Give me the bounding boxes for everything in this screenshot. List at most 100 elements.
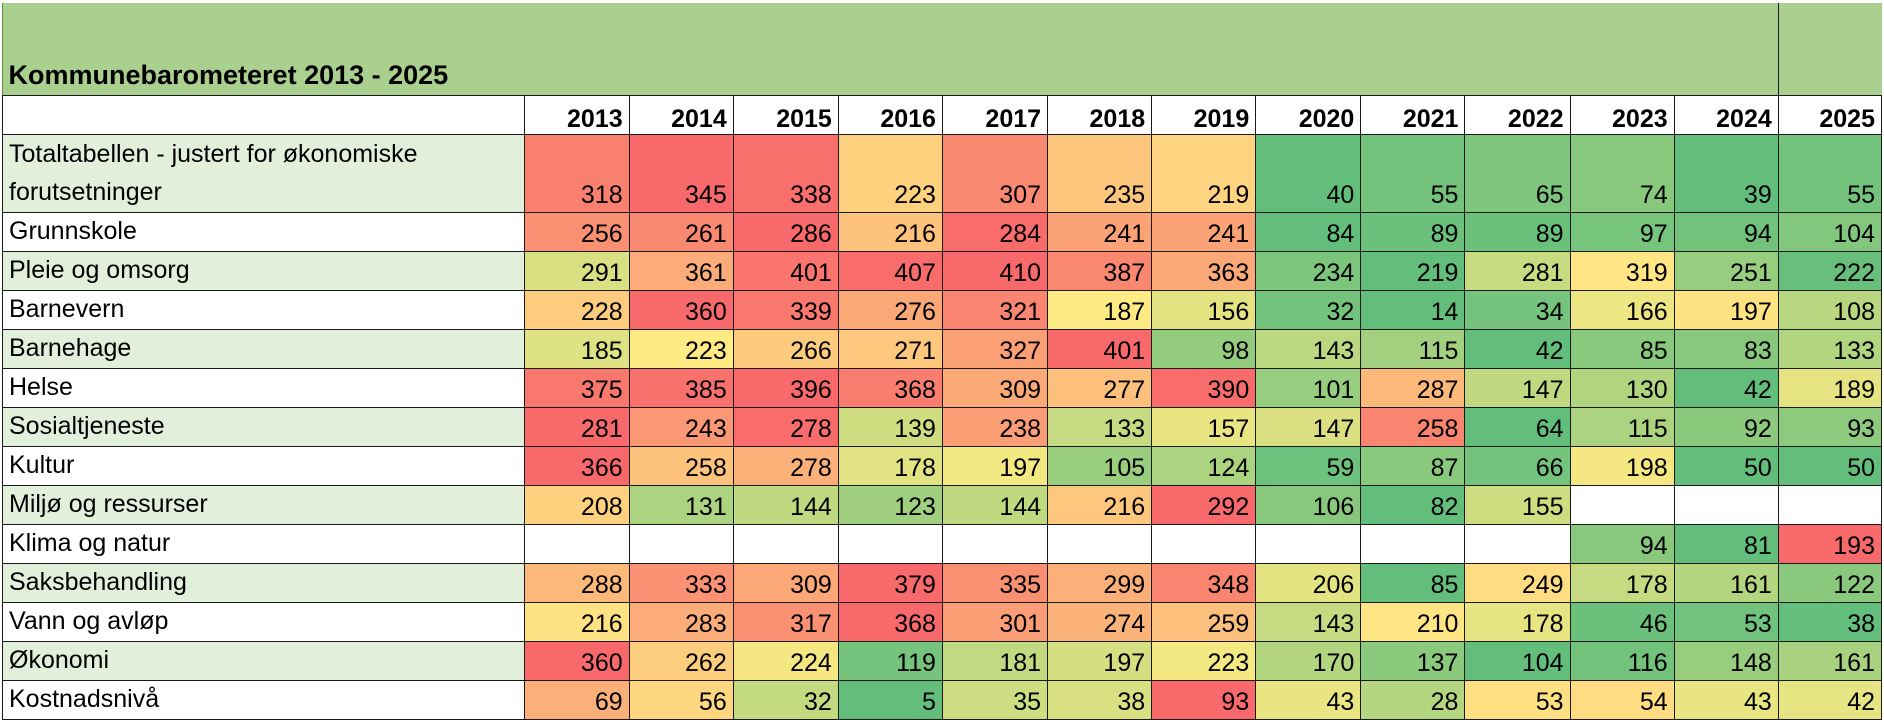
rank-cell: 335 [941, 562, 1049, 603]
rank-cell: 224 [732, 640, 839, 681]
corner-cell [2, 94, 525, 135]
ranking-table: Kommunebarometeret 2013 - 2025 2013 2014 2… [2, 3, 1883, 720]
rank-cell: 14 [1360, 289, 1466, 330]
rank-cell: 178 [1464, 601, 1571, 642]
rank-cell: 139 [837, 406, 943, 447]
table-row: Økonomi 360 262 224 119 181 197 223 170 137 104 116… [2, 640, 1883, 681]
rank-cell: 122 [1777, 562, 1883, 603]
rank-cell: 143 [1255, 328, 1362, 369]
table-row: Totaltabellen - justert for økonomiske f… [2, 133, 1883, 213]
title-tail-cell [1777, 3, 1882, 96]
rank-cell: 143 [1255, 601, 1362, 642]
rank-cell: 360 [628, 289, 734, 330]
rank-cell: 93 [1777, 406, 1883, 447]
rank-cell: 55 [1360, 133, 1466, 213]
rank-cell: 147 [1464, 367, 1571, 408]
table-row: Helse 375 385 396 368 309 277 390 101 287 147 130 42… [2, 367, 1883, 408]
rank-cell [1151, 523, 1257, 564]
rank-cell: 66 [1464, 445, 1571, 486]
rank-cell: 284 [941, 211, 1049, 252]
rank-cell: 387 [1047, 250, 1153, 291]
row-label: Barnehage [2, 328, 525, 369]
rank-cell: 157 [1151, 406, 1257, 447]
rank-cell: 291 [523, 250, 630, 291]
rank-cell: 238 [941, 406, 1049, 447]
rank-cell: 210 [1360, 601, 1466, 642]
rank-cell: 319 [1569, 250, 1675, 291]
rank-cell: 42 [1673, 367, 1779, 408]
rank-cell [1569, 484, 1675, 525]
rank-cell: 219 [1360, 250, 1466, 291]
rank-cell: 288 [523, 562, 630, 603]
rank-cell: 262 [628, 640, 734, 681]
year-header-2015: 2015 [732, 94, 839, 135]
row-label: Helse [2, 367, 525, 408]
rank-cell: 85 [1360, 562, 1466, 603]
rank-cell: 235 [1047, 133, 1153, 213]
rank-cell: 161 [1777, 640, 1883, 681]
rank-cell: 50 [1777, 445, 1883, 486]
rank-cell: 216 [523, 601, 630, 642]
rank-cell: 206 [1255, 562, 1362, 603]
rank-cell: 131 [628, 484, 734, 525]
rank-cell: 193 [1777, 523, 1883, 564]
rank-cell: 147 [1255, 406, 1362, 447]
rank-cell: 228 [523, 289, 630, 330]
rank-cell: 178 [837, 445, 943, 486]
rank-cell: 234 [1255, 250, 1362, 291]
rank-cell: 390 [1151, 367, 1257, 408]
rank-cell: 144 [732, 484, 839, 525]
rank-cell: 178 [1569, 562, 1675, 603]
rank-cell: 65 [1464, 133, 1571, 213]
row-label: Økonomi [2, 640, 525, 681]
rank-cell [1255, 523, 1362, 564]
rank-cell: 156 [1151, 289, 1257, 330]
rank-cell [628, 523, 734, 564]
year-header-2017: 2017 [941, 94, 1049, 135]
rank-cell [1673, 484, 1779, 525]
rank-cell: 258 [1360, 406, 1466, 447]
rank-cell: 266 [732, 328, 839, 369]
rank-cell: 271 [837, 328, 943, 369]
rank-cell: 82 [1360, 484, 1466, 525]
rank-cell: 276 [837, 289, 943, 330]
rank-cell: 94 [1569, 523, 1675, 564]
rank-cell: 101 [1255, 367, 1362, 408]
rank-cell: 241 [1047, 211, 1153, 252]
rank-cell: 348 [1151, 562, 1257, 603]
rank-cell: 97 [1569, 211, 1675, 252]
rank-cell: 42 [1464, 328, 1571, 369]
rank-cell: 84 [1255, 211, 1362, 252]
rank-cell: 124 [1151, 445, 1257, 486]
rank-cell: 115 [1569, 406, 1675, 447]
year-header-2025: 2025 [1777, 94, 1883, 135]
rank-cell: 87 [1360, 445, 1466, 486]
rank-cell: 93 [1151, 679, 1257, 720]
row-label: Pleie og omsorg [2, 250, 525, 291]
rank-cell: 222 [1777, 250, 1883, 291]
rank-cell: 278 [732, 406, 839, 447]
title-row: Kommunebarometeret 2013 - 2025 [2, 3, 1882, 96]
rank-cell: 410 [941, 250, 1049, 291]
rank-cell: 223 [837, 133, 943, 213]
rank-cell: 259 [1151, 601, 1257, 642]
rank-cell [1047, 523, 1153, 564]
rank-cell: 401 [1047, 328, 1153, 369]
rank-cell: 385 [628, 367, 734, 408]
rank-cell: 361 [628, 250, 734, 291]
rank-cell: 39 [1673, 133, 1779, 213]
year-header-2018: 2018 [1047, 94, 1153, 135]
rank-cell: 307 [941, 133, 1049, 213]
rank-cell: 123 [837, 484, 943, 525]
rank-cell: 327 [941, 328, 1049, 369]
rank-cell: 185 [523, 328, 630, 369]
rank-cell: 368 [837, 367, 943, 408]
rank-cell: 40 [1255, 133, 1362, 213]
rank-cell: 321 [941, 289, 1049, 330]
year-header-2020: 2020 [1255, 94, 1362, 135]
rank-cell: 407 [837, 250, 943, 291]
rank-cell: 115 [1360, 328, 1466, 369]
rank-cell [1360, 523, 1466, 564]
year-header-2022: 2022 [1464, 94, 1571, 135]
rank-cell: 119 [837, 640, 943, 681]
